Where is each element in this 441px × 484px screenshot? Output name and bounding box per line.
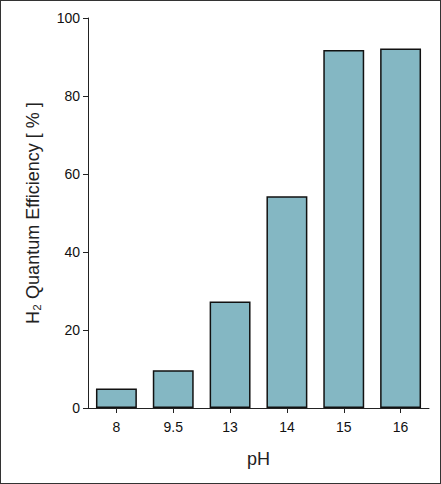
svg-text:60: 60	[64, 166, 80, 182]
svg-text:pH: pH	[247, 449, 270, 469]
svg-text:20: 20	[64, 322, 80, 338]
svg-text:9.5: 9.5	[164, 419, 184, 435]
svg-text:H₂ Quantum Efficiency [ % ]: H₂ Quantum Efficiency [ % ]	[23, 102, 43, 324]
svg-text:100: 100	[57, 10, 81, 26]
svg-text:15: 15	[336, 419, 352, 435]
svg-text:40: 40	[64, 244, 80, 260]
svg-text:0: 0	[72, 400, 80, 416]
svg-text:14: 14	[279, 419, 295, 435]
svg-text:8: 8	[113, 419, 121, 435]
svg-text:16: 16	[393, 419, 409, 435]
svg-text:80: 80	[64, 88, 80, 104]
svg-text:13: 13	[222, 419, 238, 435]
